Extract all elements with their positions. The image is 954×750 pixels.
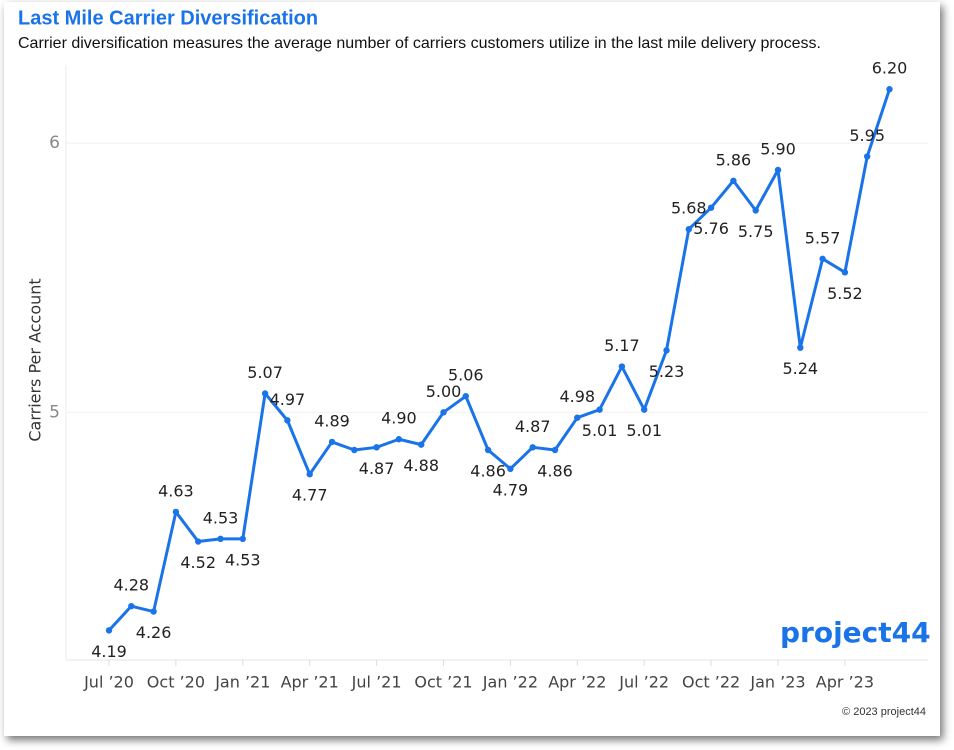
value-label: 5.23 (649, 362, 685, 381)
card: Last Mile Carrier Diversification Carrie… (4, 2, 940, 736)
point (574, 414, 581, 421)
point (105, 627, 113, 634)
chart: Last Mile Carrier Diversification Carrie… (18, 7, 931, 718)
value-label: 5.52 (827, 284, 863, 303)
point (596, 406, 603, 413)
value-label: 4.90 (381, 409, 417, 428)
point (707, 204, 715, 211)
value-label: 5.00 (426, 382, 462, 401)
y-tick-label: 6 (49, 133, 60, 153)
point (306, 471, 313, 478)
x-tick-label: Jan ’22 (482, 673, 538, 692)
point (462, 392, 469, 400)
value-label: 4.86 (537, 462, 573, 481)
point (484, 446, 492, 454)
point (150, 608, 157, 615)
value-label: 4.89 (314, 411, 350, 430)
value-label: 5.01 (582, 421, 618, 440)
value-label: 4.53 (203, 508, 239, 527)
x-tick-label: Oct ’22 (682, 673, 740, 692)
point (774, 166, 782, 174)
x-tick-label: Jul ’22 (618, 673, 669, 692)
x-tick-label: Jan ’23 (749, 673, 805, 692)
value-label: 4.28 (113, 576, 149, 595)
value-label: 5.75 (738, 222, 774, 241)
point (128, 602, 135, 610)
y-axis-title: Carriers Per Account (26, 278, 45, 441)
value-label: 4.26 (136, 623, 172, 642)
value-label: 4.19 (91, 642, 127, 661)
point (551, 446, 559, 454)
value-label: 5.07 (247, 363, 283, 382)
point (886, 86, 893, 93)
value-label: 5.95 (849, 126, 885, 145)
value-label: 4.86 (470, 462, 506, 481)
value-label: 5.01 (626, 421, 662, 440)
point (663, 347, 670, 354)
point (351, 446, 358, 454)
point (373, 444, 380, 451)
x-tick-label: Apr ’21 (281, 673, 339, 692)
chart-subtitle: Carrier diversification measures the ave… (18, 35, 821, 52)
x-tick-label: Jan ’21 (214, 673, 270, 692)
value-label: 4.87 (515, 417, 551, 436)
point (217, 535, 224, 543)
point (641, 406, 648, 413)
point (195, 538, 202, 545)
value-label: 4.87 (359, 459, 395, 478)
value-label: 5.76 (693, 219, 729, 238)
x-tick-label: Jul ’20 (83, 673, 134, 692)
point (172, 508, 180, 516)
logo: project44 (780, 616, 931, 649)
x-tick-label: Apr ’23 (816, 673, 874, 692)
value-label: 4.88 (403, 456, 439, 475)
x-tick-label: Jul ’21 (351, 673, 402, 692)
point (529, 444, 536, 451)
point (328, 438, 336, 446)
point (797, 344, 804, 351)
point (819, 255, 826, 263)
value-label: 4.53 (225, 550, 261, 569)
value-label: 6.20 (872, 59, 908, 78)
copyright: © 2023 project44 (842, 706, 926, 718)
y-tick-label: 5 (49, 402, 60, 422)
value-label: 4.79 (493, 480, 529, 499)
point (864, 153, 871, 160)
point (395, 436, 403, 443)
point (752, 207, 759, 214)
x-tick-label: Apr ’22 (548, 673, 606, 692)
point (239, 535, 246, 543)
chart-title: Last Mile Carrier Diversification (18, 7, 318, 29)
value-label: 5.24 (782, 359, 818, 378)
value-label: 5.86 (716, 150, 752, 169)
x-tick-label: Oct ’20 (147, 673, 205, 692)
point (841, 269, 849, 276)
point (618, 363, 626, 370)
x-tick-label: Oct ’21 (414, 673, 472, 692)
value-label: 4.52 (180, 553, 216, 572)
value-label: 5.57 (805, 228, 841, 247)
value-label: 4.98 (559, 387, 595, 406)
value-label: 4.77 (292, 486, 328, 505)
point (440, 409, 447, 416)
line (107, 88, 891, 632)
point (261, 390, 269, 397)
value-label: 5.68 (671, 199, 707, 218)
value-label: 5.06 (448, 366, 484, 385)
point (730, 177, 737, 184)
value-label: 4.97 (270, 390, 306, 409)
value-label: 5.17 (604, 336, 640, 355)
point (284, 417, 291, 424)
point (418, 441, 425, 448)
value-label: 5.90 (760, 140, 796, 159)
point (507, 465, 514, 473)
point (685, 226, 692, 233)
value-label: 4.63 (158, 481, 194, 500)
